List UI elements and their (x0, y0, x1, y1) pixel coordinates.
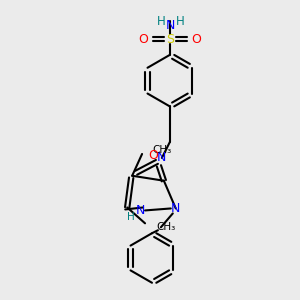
Text: N: N (135, 204, 145, 217)
Text: N: N (157, 152, 167, 164)
Text: H: H (176, 15, 185, 28)
Text: CH₃: CH₃ (156, 222, 175, 232)
Text: N: N (171, 202, 180, 215)
Text: O: O (138, 32, 148, 46)
Text: O: O (148, 149, 158, 162)
Text: H: H (127, 212, 135, 222)
Text: H: H (157, 15, 165, 28)
Text: N: N (166, 19, 176, 32)
Text: CH₃: CH₃ (152, 145, 171, 155)
Text: O: O (192, 32, 202, 46)
Text: S: S (166, 32, 174, 46)
